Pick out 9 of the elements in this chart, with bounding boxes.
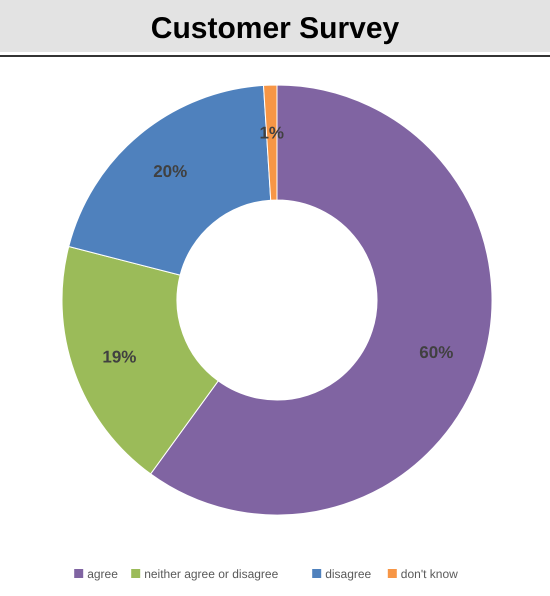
data-label: 1% xyxy=(259,124,284,143)
legend-label: agree xyxy=(87,567,118,581)
chart-title: Customer Survey xyxy=(150,12,400,45)
legend-label: disagree xyxy=(325,567,372,581)
legend-label: don't know xyxy=(400,567,458,581)
legend-label: neither agree or disagree xyxy=(144,567,279,581)
data-label: 19% xyxy=(102,348,136,367)
data-label: 20% xyxy=(153,162,188,181)
data-label: 60% xyxy=(419,342,454,362)
